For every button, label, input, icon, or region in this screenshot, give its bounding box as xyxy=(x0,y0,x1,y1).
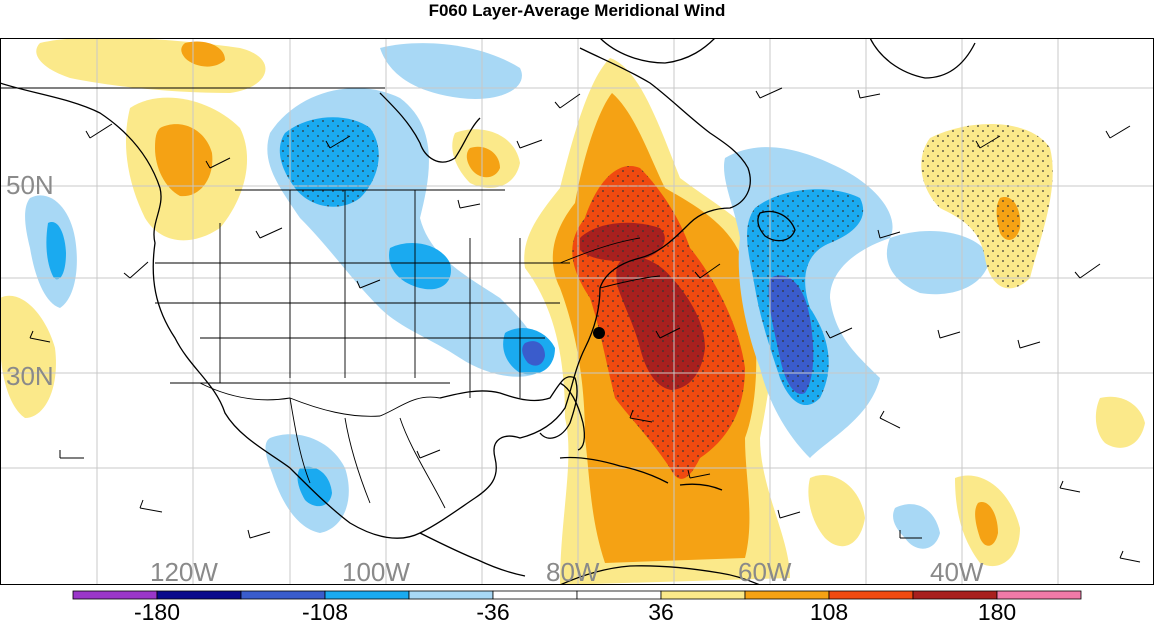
coast-cuba xyxy=(559,456,669,484)
coast-north-america xyxy=(0,47,751,539)
map-title: F060 Layer-Average Meridional Wind xyxy=(428,1,726,20)
coast-florida xyxy=(559,382,585,451)
stipple-neg-atl xyxy=(747,189,864,406)
shade-neg-light-east-atl xyxy=(886,230,990,295)
coast-greenland xyxy=(869,38,976,79)
colorbar-swatch xyxy=(324,590,410,600)
colorbar-tick-label: -180 xyxy=(134,599,180,622)
stipple-neg-plains xyxy=(279,117,379,207)
colorbar-swatch xyxy=(156,590,242,600)
shade-pos-light-carib xyxy=(808,474,865,547)
shade-pos-mid-se-atl xyxy=(975,502,998,546)
coastlines xyxy=(0,38,976,585)
wind-map: 50N 30N 120W 100W 80W 60W 40W xyxy=(0,38,1154,585)
lat-label-50n: 50N xyxy=(6,170,54,200)
station-marker xyxy=(593,327,605,339)
colorbar-swatch xyxy=(240,590,326,600)
colorbar-swatch xyxy=(828,590,914,600)
colorbar-tick-label: 180 xyxy=(978,599,1016,622)
colorbar-swatch xyxy=(660,590,746,600)
coast-central-america xyxy=(419,532,526,577)
shade-neg-light-se-atl xyxy=(893,504,940,549)
colorbar-swatch xyxy=(576,590,662,600)
wind-barbs xyxy=(29,87,1141,563)
colorbar-tick-label: 108 xyxy=(810,599,848,622)
colorbar: -180 -108 -36 36 108 180 xyxy=(72,590,1082,622)
graticule xyxy=(0,38,1154,585)
shading-layer xyxy=(0,38,1145,585)
coast-south-america xyxy=(559,565,761,585)
coast-hispaniola xyxy=(679,483,723,491)
shade-neg-mid-pac xyxy=(46,222,66,280)
shade-pos-light-far-east xyxy=(1095,396,1145,448)
colorbar-tick-label: -108 xyxy=(302,599,348,622)
lon-label-120w: 120W xyxy=(150,557,218,585)
shade-pos-light-ak xyxy=(36,38,266,93)
lon-label-40w: 40W xyxy=(930,557,984,585)
colorbar-swatch xyxy=(744,590,830,600)
colorbar-tick-label: -36 xyxy=(476,599,509,622)
colorbar-swatch xyxy=(912,590,998,600)
coast-hudson-bay xyxy=(379,92,481,163)
shade-pos-mid-hudson xyxy=(466,146,500,178)
lat-label-30n: 30N xyxy=(6,361,54,391)
colorbar-swatch xyxy=(492,590,578,600)
lon-label-100w: 100W xyxy=(342,557,410,585)
shade-pos-light-westcoast xyxy=(0,295,56,418)
stipple-pos xyxy=(572,166,745,479)
coast-baffin xyxy=(599,38,716,64)
stipple-pos-east-atl xyxy=(921,124,1053,289)
boundaries xyxy=(0,87,661,509)
shade-pos-mid-ak xyxy=(181,41,225,67)
colorbar-swatch xyxy=(72,590,158,600)
shade-neg-strong-se xyxy=(522,341,545,366)
shade-pos-mid-nw xyxy=(155,124,213,197)
shade-neg-light-canada-east xyxy=(380,43,522,99)
colorbar-tick-label: 36 xyxy=(648,599,674,622)
coast-gulf xyxy=(439,376,578,439)
colorbar-swatch xyxy=(996,590,1082,600)
axis-labels: 50N 30N 120W 100W 80W 60W 40W xyxy=(6,170,984,585)
lon-label-80w: 80W xyxy=(546,557,600,585)
coast-newfoundland xyxy=(757,210,796,242)
colorbar-boxes xyxy=(72,590,1082,600)
shade-neg-mid-mex xyxy=(297,466,332,507)
lon-label-60w: 60W xyxy=(738,557,792,585)
colorbar-swatch xyxy=(408,590,494,600)
